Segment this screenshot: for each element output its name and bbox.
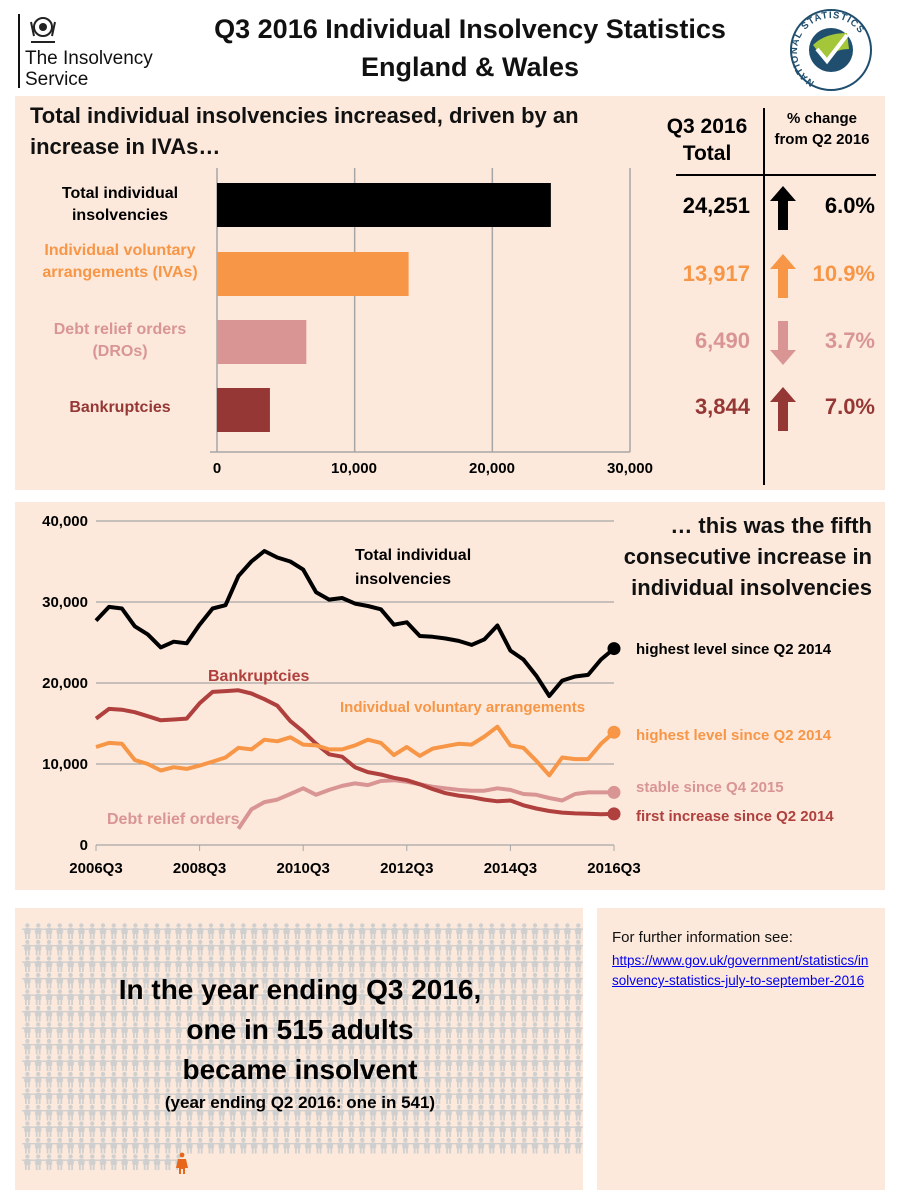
arrow-down-icon: [770, 321, 796, 365]
col-header-change: % change from Q2 2016: [774, 110, 870, 148]
royal-arms-icon: [30, 17, 56, 43]
bar-0: [217, 183, 551, 227]
logo-divider: [18, 14, 20, 88]
summary-panel: [15, 96, 885, 490]
row-change: 7.0%: [824, 394, 875, 419]
x-tick: 30,000: [607, 460, 653, 477]
x-tick: 2016Q3: [587, 860, 640, 877]
series-label-bankruptcies: Bankruptcies: [208, 668, 309, 685]
x-tick: 2014Q3: [484, 860, 537, 877]
series-line-0: [94, 549, 616, 698]
arrow-up-icon: [770, 186, 796, 230]
adults-panel: [15, 908, 583, 1190]
x-tick: 2006Q3: [69, 860, 122, 877]
bar-label-total: Total individual insolvencies: [61, 185, 179, 224]
x-tick: 2010Q3: [277, 860, 330, 877]
highlighted-person-icon: [176, 1152, 188, 1174]
summary-headline: Total individual insolvencies increased,…: [30, 103, 579, 159]
row-change: 10.9%: [812, 261, 875, 286]
trend-annotation: highest level since Q2 2014: [636, 641, 832, 658]
people-grid-icon: [22, 923, 583, 1174]
trend-annotation: stable since Q4 2015: [636, 779, 784, 796]
series-line-1: [94, 688, 615, 817]
logo-text: The Insolvency Service: [25, 48, 153, 90]
adults-line-2: one in 515 adults: [186, 1014, 414, 1045]
row-total: 13,917: [682, 261, 750, 286]
row-total: 6,490: [694, 328, 750, 353]
series-label-total: insolvencies: [355, 571, 451, 588]
trend-headline: … this was the fifth consecutive increas…: [623, 513, 872, 600]
trend-panel: [15, 502, 885, 890]
trend-annotation: first increase since Q2 2014: [636, 808, 834, 825]
national-statistics-badge: NATIONAL STATISTICS: [789, 9, 872, 91]
adults-line-1: In the year ending Q3 2016,: [118, 974, 482, 1005]
y-tick: 30,000: [42, 594, 88, 611]
series-end-marker: [607, 642, 621, 656]
x-tick: 0: [212, 460, 222, 477]
arrow-up-icon: [770, 254, 796, 298]
series-label-dro: Debt relief orders: [107, 811, 240, 828]
bar-2: [217, 320, 307, 364]
title-line-2: England & Wales: [360, 52, 580, 82]
adults-line-4: (year ending Q2 2016: one in 541): [164, 1093, 436, 1112]
info-link[interactable]: https://www.gov.uk/government/statistics…: [612, 953, 869, 988]
bar-3: [217, 388, 270, 432]
bar-label-bankruptcies: Bankruptcies: [69, 399, 171, 416]
title-line-1: Q3 2016 Individual Insolvency Statistics: [214, 14, 726, 44]
adults-statement: In the year ending Q3 2016, one in 515 a…: [50, 970, 550, 1116]
y-tick: 20,000: [42, 675, 88, 692]
arrow-up-icon: [770, 387, 796, 431]
series-label-iva: Individual voluntary arrangements: [340, 699, 585, 716]
bar-chart: [210, 168, 631, 453]
bar-1: [217, 252, 409, 296]
row-change: 6.0%: [824, 193, 875, 218]
line-chart: 0 10,000 20,000 30,000 40,000 2006Q3 2008Q3 201…: [42, 513, 834, 877]
x-tick: 2008Q3: [173, 860, 226, 877]
x-tick: 2012Q3: [380, 860, 433, 877]
series-end-marker: [607, 725, 621, 739]
y-tick: 0: [80, 837, 88, 854]
series-line-2: [95, 724, 616, 778]
row-total: 3,844: [694, 394, 750, 419]
row-change: 3.7%: [824, 328, 875, 353]
bar-label-iva: Individual voluntary arrangements (IVAs): [42, 242, 198, 281]
x-tick: 20,000: [469, 460, 515, 477]
bar-label-dro: Debt relief orders (DROs): [53, 321, 187, 360]
page-title: Q3 2016 Individual Insolvency Statistics…: [165, 10, 775, 86]
row-total: 24,251: [682, 193, 750, 218]
info-panel: [597, 908, 885, 1190]
col-header-total: Q3 2016 Total: [666, 115, 748, 165]
series-label-total: Total individual: [355, 547, 471, 564]
adults-line-3: became insolvent: [182, 1054, 418, 1085]
trend-annotation: highest level since Q2 2014: [636, 727, 832, 744]
table-header-divider: [676, 174, 876, 176]
table-vertical-divider: [763, 108, 765, 485]
y-tick: 10,000: [42, 756, 88, 773]
series-end-marker: [607, 807, 621, 821]
info-label: For further information see:: [612, 929, 793, 946]
y-tick: 40,000: [42, 513, 88, 530]
series-end-marker: [607, 785, 621, 799]
x-tick: 10,000: [331, 460, 377, 477]
